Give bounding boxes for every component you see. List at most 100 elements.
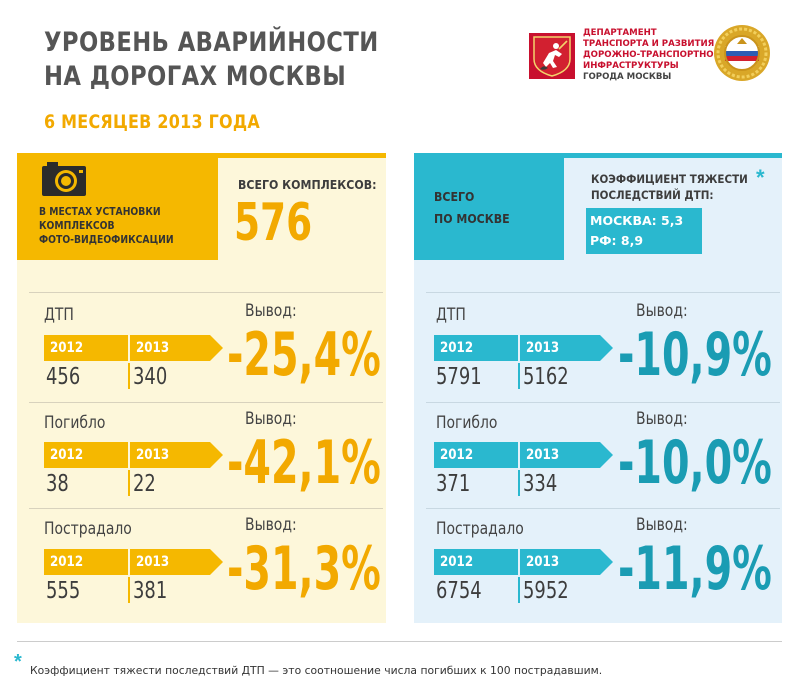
- year-2012-tag: 2012: [44, 335, 128, 361]
- department-name: ДЕПАРТАМЕНТ ТРАНСПОРТА И РАЗВИТИЯ ДОРОЖН…: [583, 28, 721, 83]
- row-label-injured: Пострадало: [436, 519, 524, 539]
- conclusion-label: Вывод:: [636, 409, 688, 429]
- year-2013-tag: 2013: [520, 335, 600, 361]
- conclusion-label: Вывод:: [636, 301, 688, 321]
- department-line-5: ГОРОДА МОСКВЫ: [583, 72, 672, 82]
- total-complexes-label: ВСЕГО КОМПЛЕКСОВ:: [238, 177, 377, 192]
- values-row: 5791 5162: [434, 363, 604, 391]
- page-title: УРОВЕНЬ АВАРИЙНОСТИ НА ДОРОГАХ МОСКВЫ: [44, 26, 379, 94]
- value-separator: [518, 470, 520, 496]
- coefficient-label-line-1: КОЭФФИЦИЕНТ ТЯЖЕСТИ: [591, 172, 748, 186]
- conclusion-label: Вывод:: [636, 515, 688, 535]
- value-separator: [128, 577, 130, 603]
- arrow-tip: [600, 549, 613, 575]
- header-label-line-2: КОМПЛЕКСОВ: [39, 220, 115, 232]
- value-2013: 5952: [523, 578, 569, 604]
- values-row: 371 334: [434, 470, 604, 498]
- coefficient-moscow: МОСКВА: 5,3: [590, 213, 684, 228]
- panel-header-label: ВСЕГО ПО МОСКВЕ: [434, 186, 510, 230]
- change-percent: -10,0%: [618, 428, 772, 498]
- value-separator: [518, 363, 520, 389]
- arrow-tip: [210, 442, 223, 468]
- row-label-injured: Пострадало: [44, 519, 132, 539]
- values-row: 6754 5952: [434, 577, 604, 605]
- year-2013-tag: 2013: [130, 549, 210, 575]
- year-arrow: 2012 2013: [434, 335, 613, 361]
- arrow-tip: [210, 335, 223, 361]
- value-separator: [128, 363, 130, 389]
- value-2012: 6754: [436, 578, 482, 604]
- department-line-3: ДОРОЖНО-ТРАНСПОРТНОЙ: [583, 50, 721, 60]
- change-percent: -31,3%: [227, 534, 381, 604]
- value-2013: 381: [133, 578, 168, 604]
- total-complexes-value: 576: [234, 193, 313, 253]
- header-label-line-1: В МЕСТАХ УСТАНОВКИ: [39, 206, 161, 218]
- row-label-killed: Погибло: [436, 413, 498, 433]
- value-2012: 371: [436, 471, 471, 497]
- row-label-accidents: ДТП: [44, 305, 74, 325]
- department-line-4: ИНФРАСТРУКТУРЫ: [583, 61, 679, 71]
- value-2013: 5162: [523, 364, 569, 390]
- year-2012-tag: 2012: [44, 442, 128, 468]
- change-percent: -11,9%: [618, 534, 772, 604]
- value-2013: 334: [523, 471, 558, 497]
- header-label-line-3: ФОТО-ВИДЕОФИКСАЦИИ: [39, 234, 174, 246]
- year-2012-tag: 2012: [44, 549, 128, 575]
- year-2013-tag: 2013: [130, 335, 210, 361]
- year-2013-tag: 2013: [520, 442, 600, 468]
- footnote-text: Коэффициент тяжести последствий ДТП — эт…: [30, 664, 603, 677]
- section-divider: [29, 292, 383, 293]
- gibdd-emblem-icon: [714, 25, 770, 81]
- year-arrow: 2012 2013: [44, 549, 223, 575]
- footnote-asterisk: *: [14, 651, 22, 673]
- footnote-divider: [17, 641, 782, 642]
- year-2012-tag: 2012: [434, 335, 518, 361]
- year-arrow: 2012 2013: [434, 549, 613, 575]
- values-row: 456 340: [44, 363, 214, 391]
- section-divider: [426, 402, 780, 403]
- panel-top-strip: [414, 153, 782, 158]
- value-separator: [128, 470, 130, 496]
- arrow-tip: [210, 549, 223, 575]
- title-line-1: УРОВЕНЬ АВАРИЙНОСТИ: [44, 27, 379, 58]
- coefficient-values-box: МОСКВА: 5,3 РФ: 8,9: [586, 208, 702, 254]
- section-divider: [29, 508, 383, 509]
- camera-zones-panel: В МЕСТАХ УСТАНОВКИ КОМПЛЕКСОВ ФОТО-ВИДЕО…: [17, 153, 386, 623]
- department-line-1: ДЕПАРТАМЕНТ: [583, 28, 657, 38]
- value-2012: 456: [46, 364, 81, 390]
- values-row: 38 22: [44, 470, 214, 498]
- year-2013-tag: 2013: [520, 549, 600, 575]
- title-line-2: НА ДОРОГАХ МОСКВЫ: [44, 61, 347, 92]
- moscow-total-panel: ВСЕГО ПО МОСКВЕ КОЭФФИЦИЕНТ ТЯЖЕСТИ ПОСЛ…: [414, 153, 782, 623]
- row-label-accidents: ДТП: [436, 305, 466, 325]
- value-2012: 5791: [436, 364, 482, 390]
- page-subtitle: 6 МЕСЯЦЕВ 2013 ГОДА: [44, 111, 260, 133]
- coefficient-label-line-2: ПОСЛЕДСТВИЙ ДТП:: [591, 188, 714, 202]
- conclusion-label: Вывод:: [245, 515, 297, 535]
- year-2012-tag: 2012: [434, 549, 518, 575]
- header-label-line-2: ПО МОСКВЕ: [434, 211, 510, 226]
- section-divider: [426, 508, 780, 509]
- year-arrow: 2012 2013: [44, 335, 223, 361]
- header-label-line-1: ВСЕГО: [434, 189, 475, 204]
- value-2013: 22: [133, 471, 156, 497]
- conclusion-label: Вывод:: [245, 409, 297, 429]
- year-arrow: 2012 2013: [44, 442, 223, 468]
- moscow-coat-of-arms-icon: [529, 33, 575, 79]
- change-percent: -25,4%: [227, 320, 381, 390]
- value-separator: [518, 577, 520, 603]
- panel-header-box: ВСЕГО ПО МОСКВЕ: [414, 153, 564, 260]
- year-2013-tag: 2013: [130, 442, 210, 468]
- change-percent: -42,1%: [227, 428, 381, 498]
- severity-coefficient-label: КОЭФФИЦИЕНТ ТЯЖЕСТИ ПОСЛЕДСТВИЙ ДТП:: [591, 171, 748, 203]
- change-percent: -10,9%: [618, 320, 772, 390]
- section-divider: [29, 402, 383, 403]
- camera-icon: [42, 162, 86, 196]
- year-arrow: 2012 2013: [434, 442, 613, 468]
- value-2013: 340: [133, 364, 168, 390]
- value-2012: 38: [46, 471, 69, 497]
- arrow-tip: [600, 335, 613, 361]
- panel-header-label: В МЕСТАХ УСТАНОВКИ КОМПЛЕКСОВ ФОТО-ВИДЕО…: [39, 205, 174, 247]
- section-divider: [426, 292, 780, 293]
- footnote-asterisk: *: [756, 165, 765, 190]
